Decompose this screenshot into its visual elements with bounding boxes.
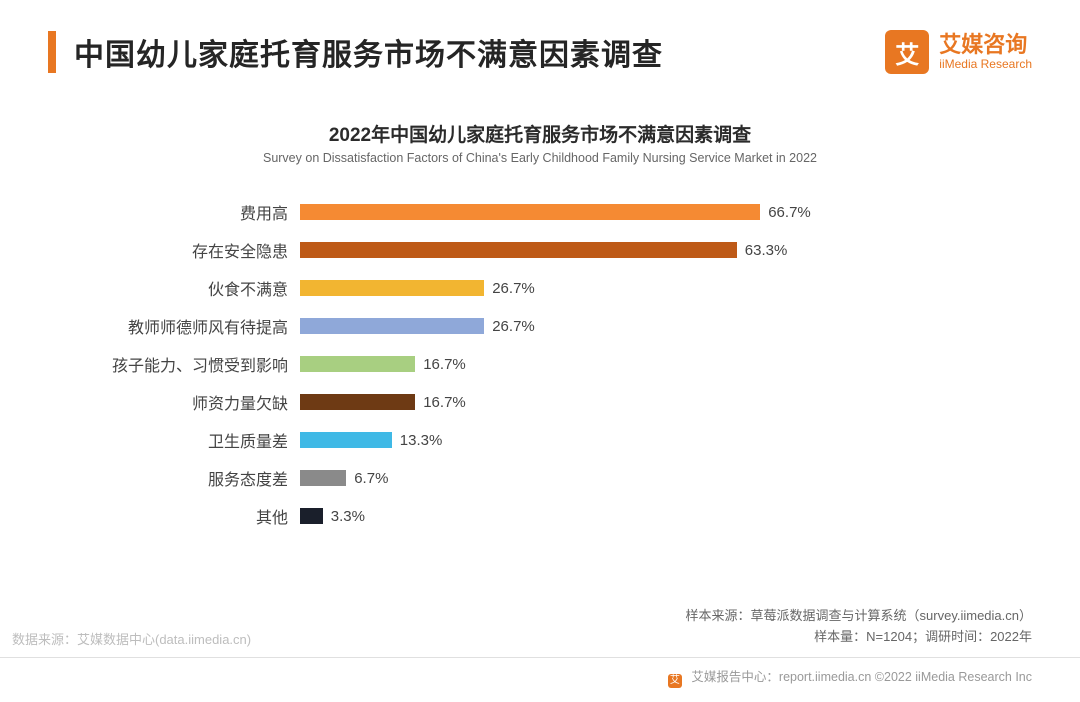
- bar-label: 师资力量欠缺: [60, 390, 300, 414]
- bar-value: 63.3%: [745, 242, 788, 259]
- page-title: 中国幼儿家庭托育服务市场不满意因素调查: [74, 30, 663, 74]
- bar-row: 存在安全隐患 63.3%: [60, 231, 1020, 269]
- bar-value: 16.7%: [423, 394, 466, 411]
- bottom-bar: 艾 艾媒报告中心：report.iimedia.cn ©2022 iiMedia…: [0, 657, 1080, 688]
- logo-icon: 艾: [885, 30, 929, 74]
- footnote-source: 样本来源：草莓派数据调查与计算系统（survey.iimedia.cn）: [686, 606, 1032, 627]
- bar-track: 63.3%: [300, 231, 1020, 269]
- bar-track: 3.3%: [300, 497, 1020, 535]
- bar-value: 13.3%: [400, 432, 443, 449]
- bar-row: 伙食不满意 26.7%: [60, 269, 1020, 307]
- bar-track: 26.7%: [300, 269, 1020, 307]
- logo-cn: 艾媒咨询: [939, 33, 1032, 57]
- bar: [300, 394, 415, 410]
- bottom-logo-icon: 艾: [668, 674, 682, 688]
- bar-row: 师资力量欠缺 16.7%: [60, 383, 1020, 421]
- bar-value: 3.3%: [331, 508, 365, 525]
- chart-subtitle: Survey on Dissatisfaction Factors of Chi…: [60, 151, 1020, 165]
- bar-list: 费用高 66.7% 存在安全隐患 63.3% 伙食不满意 26.7% 教师师德师风有待提高 2…: [60, 193, 1020, 535]
- bar-row: 费用高 66.7%: [60, 193, 1020, 231]
- bar-label: 教师师德师风有待提高: [60, 314, 300, 338]
- bar-track: 16.7%: [300, 383, 1020, 421]
- bottom-text: 艾媒报告中心：report.iimedia.cn ©2022 iiMedia R…: [691, 670, 1032, 684]
- logo-en: iiMedia Research: [939, 58, 1032, 71]
- bar-track: 26.7%: [300, 307, 1020, 345]
- bar-label: 服务态度差: [60, 466, 300, 490]
- bar-label: 卫生质量差: [60, 428, 300, 452]
- bar-row: 孩子能力、习惯受到影响 16.7%: [60, 345, 1020, 383]
- bar-label: 孩子能力、习惯受到影响: [60, 352, 300, 376]
- bar-label: 伙食不满意: [60, 276, 300, 300]
- brand-logo: 艾 艾媒咨询 iiMedia Research: [885, 30, 1032, 74]
- bar: [300, 508, 323, 524]
- bar-row: 卫生质量差 13.3%: [60, 421, 1020, 459]
- bar-track: 6.7%: [300, 459, 1020, 497]
- bar: [300, 204, 760, 220]
- bar-track: 16.7%: [300, 345, 1020, 383]
- bar-value: 26.7%: [492, 280, 535, 297]
- bar-row: 教师师德师风有待提高 26.7%: [60, 307, 1020, 345]
- bar-value: 66.7%: [768, 204, 811, 221]
- bar-label: 费用高: [60, 200, 300, 224]
- header: 中国幼儿家庭托育服务市场不满意因素调查 艾 艾媒咨询 iiMedia Resea…: [48, 30, 1032, 74]
- bar-track: 66.7%: [300, 193, 1020, 231]
- bar: [300, 470, 346, 486]
- bar: [300, 432, 392, 448]
- bar-track: 13.3%: [300, 421, 1020, 459]
- bar-label: 其他: [60, 504, 300, 528]
- accent-bar: [48, 31, 56, 73]
- bar: [300, 318, 484, 334]
- bar-row: 服务态度差 6.7%: [60, 459, 1020, 497]
- chart-title: 2022年中国幼儿家庭托育服务市场不满意因素调查: [60, 120, 1020, 147]
- bar: [300, 280, 484, 296]
- bar-value: 16.7%: [423, 356, 466, 373]
- bar-label: 存在安全隐患: [60, 238, 300, 262]
- footnote-sample: 样本量：N=1204；调研时间：2022年: [686, 627, 1032, 648]
- bar-value: 26.7%: [492, 318, 535, 335]
- bar: [300, 242, 737, 258]
- logo-text: 艾媒咨询 iiMedia Research: [939, 33, 1032, 70]
- chart-area: 2022年中国幼儿家庭托育服务市场不满意因素调查 Survey on Dissa…: [60, 120, 1020, 612]
- bar: [300, 356, 415, 372]
- bar-row: 其他 3.3%: [60, 497, 1020, 535]
- footnotes: 样本来源：草莓派数据调查与计算系统（survey.iimedia.cn） 样本量…: [686, 606, 1032, 648]
- title-wrap: 中国幼儿家庭托育服务市场不满意因素调查: [48, 30, 663, 74]
- bar-value: 6.7%: [354, 470, 388, 487]
- data-source: 数据来源：艾媒数据中心(data.iimedia.cn): [12, 629, 251, 648]
